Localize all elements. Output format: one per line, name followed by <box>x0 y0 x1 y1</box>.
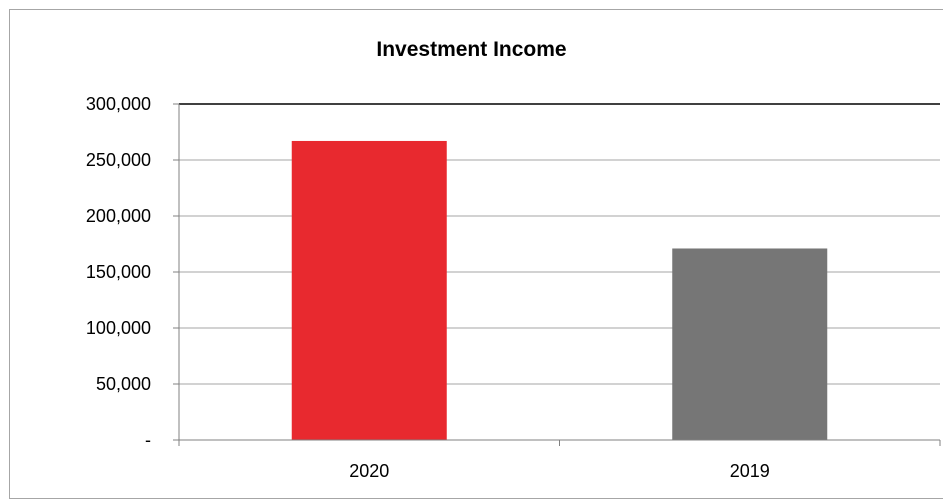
y-tick-label: 200,000 <box>86 206 151 226</box>
chart-title: Investment Income <box>376 38 567 61</box>
y-tick-label: - <box>145 430 151 450</box>
bars <box>291 140 828 440</box>
y-tick-label: 50,000 <box>96 374 151 394</box>
x-tick-label: 2019 <box>730 461 770 481</box>
axes <box>173 103 941 446</box>
bar-2019 <box>672 248 828 440</box>
y-tick-label: 300,000 <box>86 94 151 114</box>
bar-2020 <box>291 140 447 440</box>
x-tick-label: 2020 <box>349 461 389 481</box>
y-tick-label: 150,000 <box>86 262 151 282</box>
y-tick-label: 100,000 <box>86 318 151 338</box>
y-tick-label: 250,000 <box>86 150 151 170</box>
tick-labels: - 50,000 100,000 150,000 200,000 250,000 300,0… <box>86 94 770 481</box>
